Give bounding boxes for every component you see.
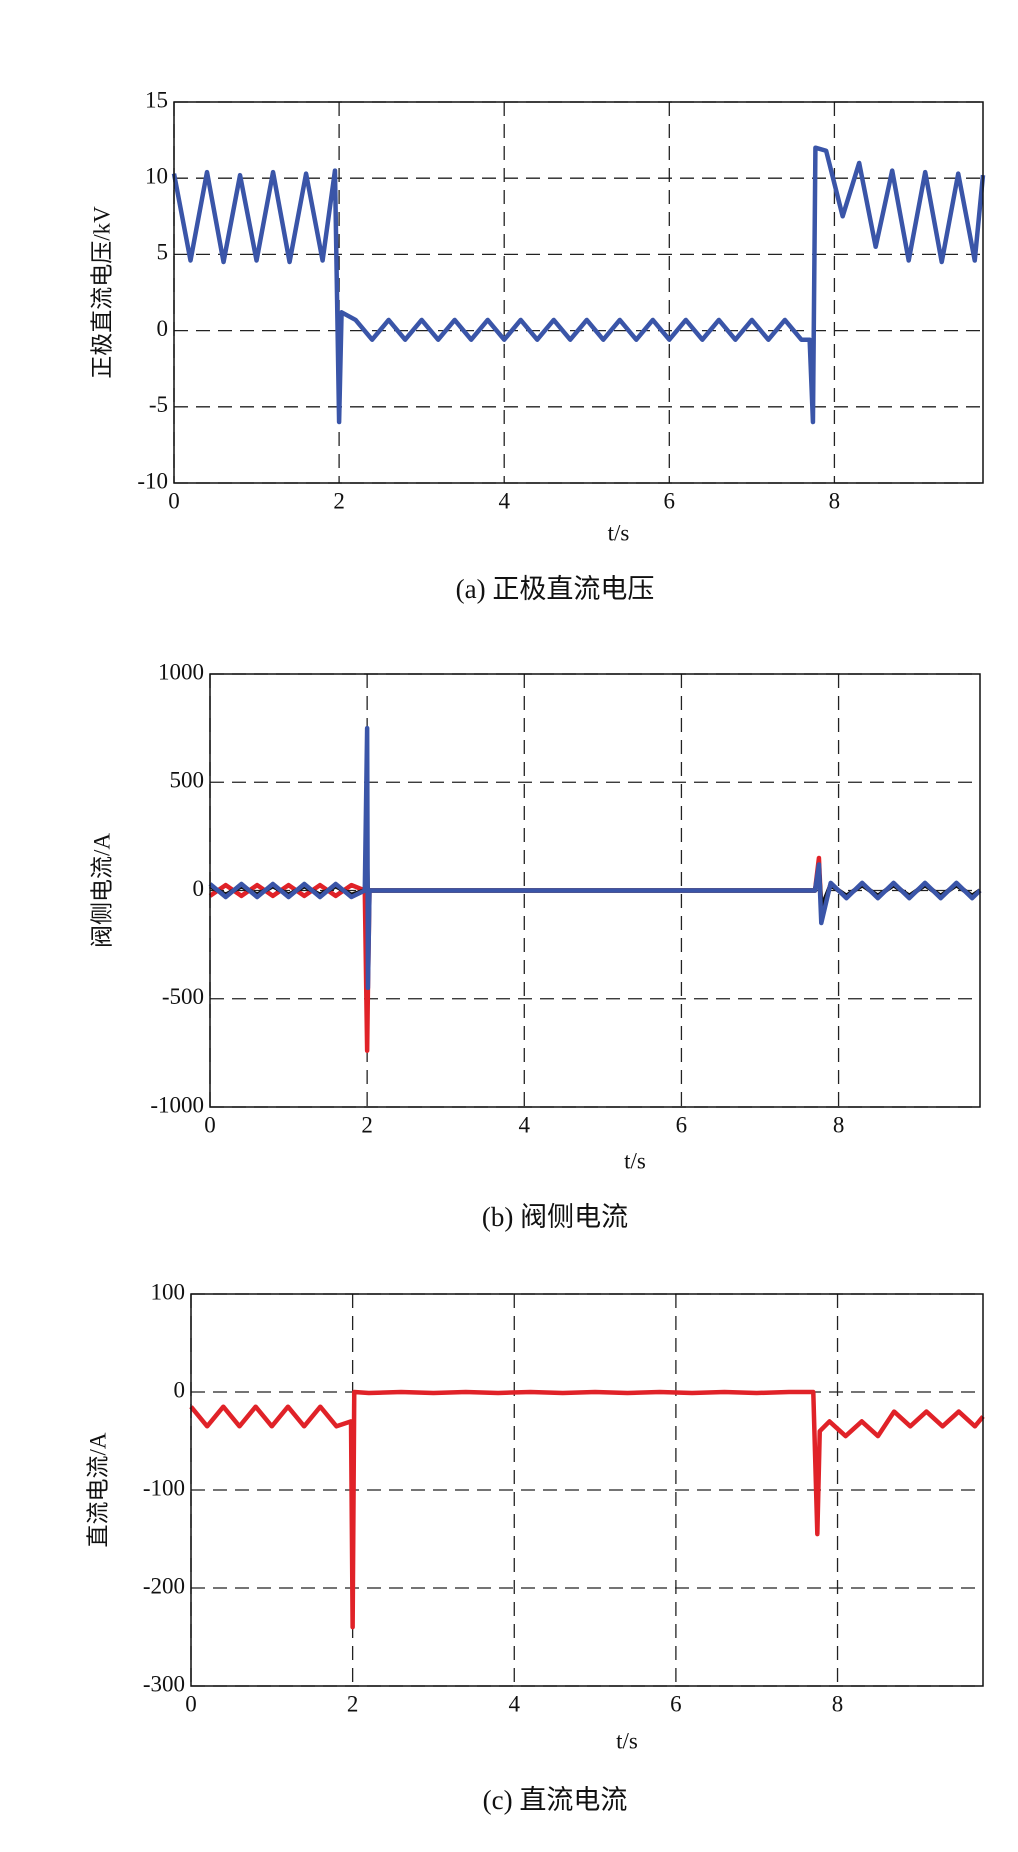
y-tick-label: -500 bbox=[162, 984, 204, 1009]
x-tick-label: 0 bbox=[204, 1112, 216, 1137]
plot-frame bbox=[209, 673, 981, 1108]
x-tick-label: 4 bbox=[509, 1691, 521, 1716]
x-tick-label: 8 bbox=[833, 1112, 845, 1137]
y-tick-label: -100 bbox=[143, 1475, 185, 1500]
series-line bbox=[189, 1389, 985, 1630]
x-axis-label: t/s bbox=[608, 520, 630, 545]
x-axis-label: t/s bbox=[624, 1148, 646, 1173]
x-axis-label: t/s bbox=[616, 1728, 638, 1753]
x-tick-label: 4 bbox=[519, 1112, 531, 1137]
y-tick-label: -300 bbox=[143, 1671, 185, 1696]
y-tick-label: -1000 bbox=[150, 1092, 204, 1117]
y-tick-label: -5 bbox=[149, 392, 168, 417]
y-axis-label: 正极直流电压/kV bbox=[89, 206, 114, 379]
x-tick-label: 8 bbox=[829, 488, 841, 513]
y-tick-label: 500 bbox=[170, 768, 205, 793]
y-tick-label: -10 bbox=[137, 468, 168, 493]
x-tick-label: 8 bbox=[832, 1691, 844, 1716]
y-tick-label: 0 bbox=[157, 316, 169, 341]
y-tick-label: -200 bbox=[143, 1573, 185, 1598]
x-tick-label: 6 bbox=[670, 1691, 682, 1716]
x-tick-label: 0 bbox=[185, 1691, 197, 1716]
x-tick-label: 6 bbox=[664, 488, 676, 513]
y-axis-label: 直流电流/A bbox=[85, 1432, 110, 1547]
x-tick-label: 2 bbox=[347, 1691, 359, 1716]
y-tick-label: 0 bbox=[174, 1377, 186, 1402]
x-tick-label: 0 bbox=[168, 488, 180, 513]
series-line bbox=[171, 145, 986, 425]
x-tick-label: 4 bbox=[498, 488, 510, 513]
caption: (c) 直流电流 bbox=[483, 1785, 628, 1815]
x-tick-label: 2 bbox=[361, 1112, 373, 1137]
y-axis-label: 阀侧电流/A bbox=[89, 833, 114, 948]
y-tick-label: 100 bbox=[151, 1279, 186, 1304]
y-tick-label: 15 bbox=[145, 87, 168, 112]
plot-frame bbox=[190, 1293, 984, 1687]
series-line bbox=[208, 725, 982, 991]
y-tick-label: 1000 bbox=[158, 659, 204, 684]
plot-frame bbox=[173, 101, 984, 484]
y-tick-label: 0 bbox=[193, 876, 205, 901]
x-tick-label: 2 bbox=[333, 488, 345, 513]
caption: (b) 阀侧电流 bbox=[482, 1202, 628, 1232]
y-tick-label: 10 bbox=[145, 163, 168, 188]
x-tick-label: 6 bbox=[676, 1112, 688, 1137]
y-tick-label: 5 bbox=[157, 240, 169, 265]
caption: (a) 正极直流电压 bbox=[456, 574, 655, 604]
